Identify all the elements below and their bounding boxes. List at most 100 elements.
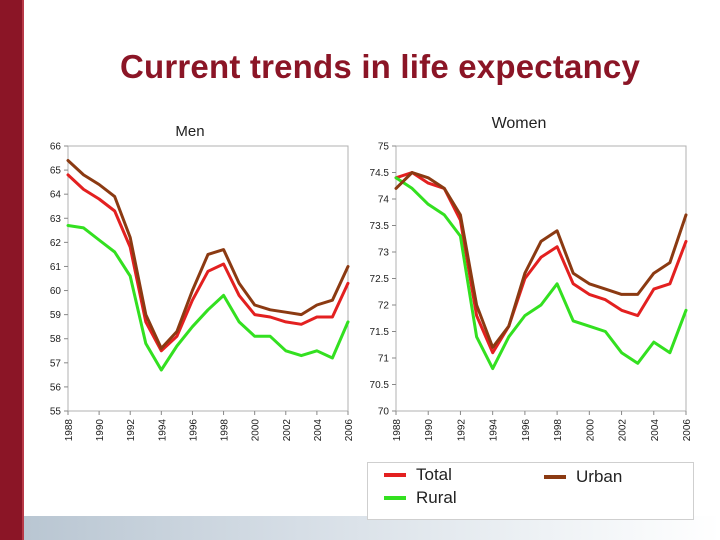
women-point-total — [475, 314, 477, 316]
legend-swatch-urban — [544, 475, 566, 479]
women-x-tick-label: 2004 — [650, 419, 661, 442]
men-point-rural — [269, 335, 271, 337]
men-chart-title: Men — [175, 123, 204, 140]
men-y-tick-label: 62 — [50, 238, 62, 249]
women-point-rural — [508, 336, 510, 338]
legend-swatch-total — [384, 473, 406, 477]
men-point-total — [347, 282, 349, 284]
women-x-tick-label: 1990 — [424, 419, 435, 442]
women-series-line-rural — [394, 176, 688, 371]
women-point-total — [540, 256, 542, 258]
legend-item-rural: Rural — [384, 488, 457, 508]
legend-item-total: Total — [384, 465, 452, 485]
women-y-tick-label: 71 — [378, 354, 390, 365]
men-point-urban — [67, 159, 69, 161]
men-point-total — [269, 316, 271, 318]
men-point-rural — [347, 321, 349, 323]
women-point-total — [685, 240, 687, 242]
women-point-urban — [604, 288, 606, 290]
women-y-tick-label: 74 — [378, 195, 390, 206]
men-y-tick-label: 59 — [50, 310, 62, 321]
men-point-urban — [160, 347, 162, 349]
men-point-urban — [300, 313, 302, 315]
women-point-rural — [443, 214, 445, 216]
men-x-tick-label: 1988 — [64, 419, 75, 442]
women-point-rural — [685, 309, 687, 311]
men-point-total — [176, 335, 178, 337]
legend-label-rural: Rural — [416, 488, 457, 507]
women-y-tick-label: 75 — [378, 142, 390, 153]
women-point-urban — [475, 304, 477, 306]
men-point-total — [254, 313, 256, 315]
men-point-rural — [300, 354, 302, 356]
men-point-total — [82, 188, 84, 190]
legend-label-urban: Urban — [576, 467, 623, 486]
men-point-rural — [98, 239, 100, 241]
men-point-total — [285, 321, 287, 323]
men-point-urban — [254, 304, 256, 306]
men-point-rural — [129, 275, 131, 277]
men-series-line-total — [66, 173, 350, 353]
men-point-urban — [285, 311, 287, 313]
men-y-tick-label: 56 — [50, 382, 62, 393]
men-point-urban — [176, 330, 178, 332]
women-point-total — [653, 288, 655, 290]
women-point-total — [604, 299, 606, 301]
men-point-urban — [207, 253, 209, 255]
men-y-tick-label: 55 — [50, 407, 62, 418]
women-point-urban — [395, 187, 397, 189]
women-point-urban — [540, 240, 542, 242]
women-point-rural — [395, 177, 397, 179]
men-point-total — [207, 270, 209, 272]
men-y-tick-label: 60 — [50, 286, 62, 297]
men-y-tick-label: 66 — [50, 142, 62, 153]
men-point-rural — [82, 227, 84, 229]
women-x-tick-label: 2000 — [585, 419, 596, 442]
women-point-urban — [620, 293, 622, 295]
women-y-tick-label: 71.5 — [370, 327, 390, 338]
women-y-tick-label: 73 — [378, 248, 390, 259]
men-x-tick-label: 1996 — [188, 419, 199, 442]
men-series-line-rural — [66, 224, 350, 372]
men-point-urban — [269, 309, 271, 311]
men-point-rural — [145, 342, 147, 344]
women-point-rural — [427, 203, 429, 205]
women-y-tick-label: 70 — [378, 407, 390, 418]
women-x-tick-label: 1998 — [553, 419, 564, 442]
women-x-tick-label: 1988 — [392, 419, 403, 442]
men-point-rural — [114, 251, 116, 253]
women-point-total — [588, 293, 590, 295]
women-point-rural — [492, 367, 494, 369]
men-point-rural — [238, 321, 240, 323]
men-point-total — [67, 174, 69, 176]
men-point-total — [160, 350, 162, 352]
men-plot-area — [67, 145, 349, 412]
women-point-rural — [411, 187, 413, 189]
women-point-urban — [492, 346, 494, 348]
women-point-rural — [459, 235, 461, 237]
women-point-urban — [556, 230, 558, 232]
page-title: Current trends in life expectancy — [119, 48, 641, 85]
men-point-total — [331, 316, 333, 318]
women-x-tick-label: 2002 — [618, 419, 629, 442]
women-y-tick-label: 74.5 — [370, 168, 390, 179]
women-point-urban — [443, 187, 445, 189]
women-point-total — [572, 283, 574, 285]
women-point-total — [669, 283, 671, 285]
women-point-total — [427, 182, 429, 184]
men-x-tick-label: 2004 — [313, 419, 324, 442]
men-point-total — [222, 263, 224, 265]
men-point-rural — [191, 326, 193, 328]
men-point-total — [98, 198, 100, 200]
left-accent-edge — [22, 0, 24, 540]
legend-item-urban: Urban — [544, 467, 622, 487]
women-point-urban — [427, 177, 429, 179]
women-point-urban — [411, 171, 413, 173]
women-point-rural — [653, 341, 655, 343]
men-point-total — [114, 210, 116, 212]
women-point-total — [556, 246, 558, 248]
women-x-tick-label: 1994 — [489, 419, 500, 442]
men-point-total — [316, 316, 318, 318]
men-y-tick-label: 63 — [50, 214, 62, 225]
